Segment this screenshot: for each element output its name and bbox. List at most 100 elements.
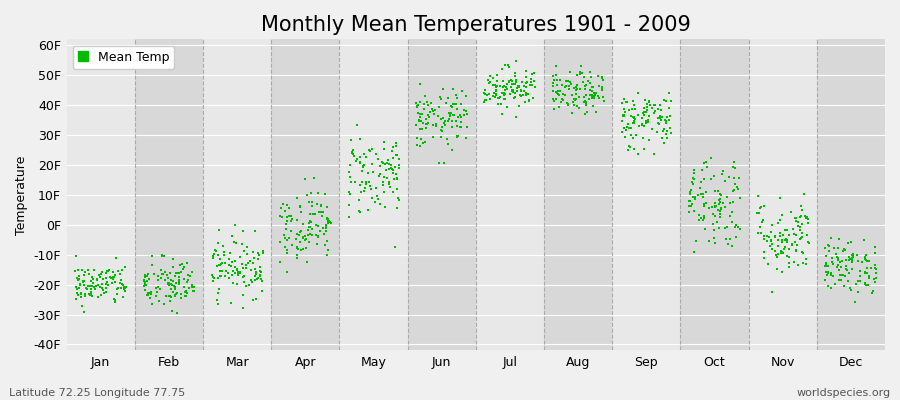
Point bbox=[782, 264, 796, 270]
Point bbox=[346, 150, 361, 157]
Point bbox=[248, 228, 263, 234]
Point bbox=[831, 245, 845, 251]
Point bbox=[641, 116, 655, 123]
Point bbox=[350, 156, 365, 163]
Point bbox=[374, 158, 389, 165]
Point bbox=[114, 267, 129, 273]
Point bbox=[347, 179, 362, 185]
Point bbox=[716, 167, 731, 174]
Point bbox=[73, 280, 87, 287]
Point bbox=[86, 267, 101, 273]
Point bbox=[363, 148, 377, 154]
Point bbox=[774, 239, 788, 246]
Point bbox=[495, 110, 509, 117]
Point bbox=[155, 252, 169, 258]
Point bbox=[342, 202, 356, 208]
Point bbox=[85, 293, 99, 300]
Point bbox=[305, 226, 320, 232]
Point bbox=[342, 191, 356, 197]
Point bbox=[359, 181, 374, 187]
Point bbox=[144, 288, 158, 295]
Point bbox=[273, 239, 287, 245]
Point bbox=[448, 92, 463, 98]
Point bbox=[313, 228, 328, 235]
Point bbox=[376, 146, 391, 152]
Point bbox=[546, 80, 561, 86]
Point bbox=[180, 260, 194, 266]
Point bbox=[570, 82, 584, 89]
Point bbox=[569, 84, 583, 90]
Point bbox=[770, 266, 785, 272]
Point bbox=[362, 179, 376, 186]
Point bbox=[504, 84, 518, 90]
Point bbox=[85, 274, 99, 280]
Point bbox=[502, 79, 517, 85]
Point bbox=[648, 108, 662, 114]
Point bbox=[508, 79, 523, 86]
Point bbox=[418, 92, 432, 99]
Point bbox=[546, 83, 561, 90]
Point bbox=[760, 238, 774, 244]
Point bbox=[868, 262, 882, 268]
Point bbox=[185, 282, 200, 288]
Point bbox=[214, 272, 229, 279]
Point bbox=[769, 252, 783, 258]
Point bbox=[697, 213, 711, 220]
Point bbox=[357, 151, 372, 158]
Point bbox=[591, 94, 606, 101]
Point bbox=[310, 241, 324, 248]
Point bbox=[478, 97, 492, 103]
Point bbox=[429, 122, 444, 129]
Point bbox=[451, 114, 465, 120]
Point bbox=[662, 105, 677, 112]
Point bbox=[478, 87, 492, 93]
Point bbox=[346, 146, 360, 153]
Point bbox=[577, 94, 591, 100]
Point bbox=[379, 167, 393, 174]
Point bbox=[138, 281, 152, 288]
Point bbox=[320, 214, 335, 221]
Point bbox=[390, 152, 404, 159]
Point bbox=[233, 270, 248, 276]
Bar bbox=[749, 39, 817, 350]
Point bbox=[497, 91, 511, 98]
Point bbox=[640, 100, 654, 107]
Point bbox=[845, 259, 859, 265]
Point bbox=[647, 150, 662, 157]
Point bbox=[158, 277, 172, 284]
Point bbox=[429, 121, 444, 127]
Point bbox=[572, 94, 586, 100]
Point bbox=[315, 213, 329, 219]
Point bbox=[647, 102, 662, 108]
Point bbox=[74, 294, 88, 300]
Point bbox=[559, 78, 573, 84]
Point bbox=[779, 239, 794, 245]
Point bbox=[102, 267, 116, 273]
Point bbox=[412, 117, 427, 124]
Point bbox=[217, 248, 231, 255]
Point bbox=[755, 219, 770, 225]
Point bbox=[76, 281, 91, 288]
Point bbox=[567, 85, 581, 91]
Point bbox=[222, 262, 237, 268]
Point bbox=[836, 272, 850, 279]
Point bbox=[252, 252, 266, 258]
Point bbox=[505, 88, 519, 95]
Point bbox=[175, 291, 189, 297]
Point bbox=[849, 281, 863, 287]
Point bbox=[84, 289, 98, 296]
Point bbox=[694, 215, 708, 221]
Point bbox=[390, 205, 404, 212]
Point bbox=[290, 244, 304, 250]
Point bbox=[556, 97, 571, 103]
Point bbox=[212, 227, 226, 234]
Point bbox=[209, 248, 223, 254]
Point bbox=[205, 253, 220, 260]
Point bbox=[482, 80, 496, 86]
Point bbox=[165, 277, 179, 284]
Point bbox=[419, 125, 434, 132]
Point bbox=[595, 87, 609, 93]
Point bbox=[225, 272, 239, 278]
Point bbox=[580, 99, 594, 106]
Point bbox=[833, 272, 848, 278]
